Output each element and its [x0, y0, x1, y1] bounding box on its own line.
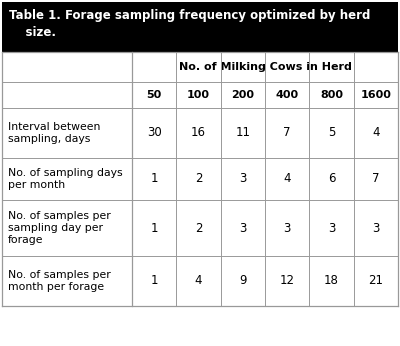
Text: 3: 3: [284, 221, 291, 235]
Text: 1: 1: [150, 173, 158, 185]
Text: size.: size.: [9, 26, 56, 39]
Text: 7: 7: [372, 173, 380, 185]
Text: 30: 30: [147, 127, 162, 139]
Text: Table 1. Forage sampling frequency optimized by herd: Table 1. Forage sampling frequency optim…: [9, 9, 370, 22]
Text: 4: 4: [372, 127, 380, 139]
Text: 3: 3: [239, 221, 246, 235]
Text: No. of Milking Cows in Herd: No. of Milking Cows in Herd: [178, 62, 352, 72]
Text: Interval between
sampling, days: Interval between sampling, days: [8, 122, 100, 144]
Text: 3: 3: [372, 221, 380, 235]
Bar: [2, 52, 398, 306]
Text: 1: 1: [150, 274, 158, 288]
Text: 7: 7: [284, 127, 291, 139]
Text: 400: 400: [276, 90, 299, 100]
Text: 12: 12: [280, 274, 295, 288]
Text: 800: 800: [320, 90, 343, 100]
Text: 4: 4: [284, 173, 291, 185]
Text: 2: 2: [195, 221, 202, 235]
Bar: [2, 2, 398, 52]
Text: No. of samples per
month per forage: No. of samples per month per forage: [8, 270, 111, 292]
Text: 16: 16: [191, 127, 206, 139]
Text: 2: 2: [195, 173, 202, 185]
Text: 21: 21: [368, 274, 383, 288]
Text: 200: 200: [231, 90, 254, 100]
Text: 100: 100: [187, 90, 210, 100]
Text: 4: 4: [195, 274, 202, 288]
Text: 18: 18: [324, 274, 339, 288]
Text: 3: 3: [328, 221, 335, 235]
Text: 9: 9: [239, 274, 246, 288]
Text: 11: 11: [235, 127, 250, 139]
Text: 1: 1: [150, 221, 158, 235]
Text: 50: 50: [146, 90, 162, 100]
Text: 3: 3: [239, 173, 246, 185]
Text: 5: 5: [328, 127, 335, 139]
Text: 1600: 1600: [360, 90, 391, 100]
Text: No. of samples per
sampling day per
forage: No. of samples per sampling day per fora…: [8, 211, 111, 245]
Text: 6: 6: [328, 173, 335, 185]
Text: No. of sampling days
per month: No. of sampling days per month: [8, 168, 123, 190]
